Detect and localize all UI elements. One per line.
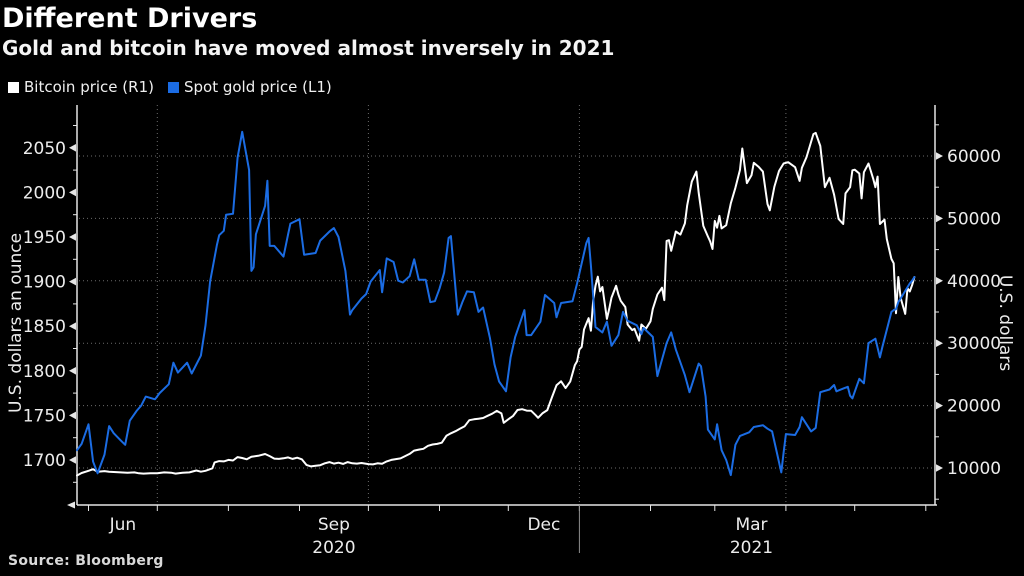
month-label: Mar xyxy=(735,515,767,535)
legend-label-gold: Spot gold price (L1) xyxy=(183,78,332,96)
left-axis-tick-arrow xyxy=(69,411,76,420)
right-axis-tick-arrow xyxy=(936,339,943,347)
right-axis-tick-arrow xyxy=(936,401,943,410)
left-axis-tick-label: 1850 xyxy=(23,317,66,337)
year-label: 2020 xyxy=(312,538,355,558)
left-axis-tick-label: 1700 xyxy=(23,451,66,471)
legend-item-bitcoin: Bitcoin price (R1) xyxy=(8,78,154,96)
series-line-bitcoin xyxy=(76,131,916,477)
left-axis-tick-label: 1950 xyxy=(23,228,66,248)
left-axis-title: U.S. dollars an ounce xyxy=(6,233,26,413)
left-axis-tick-arrow xyxy=(69,233,76,241)
left-axis-tick-label: 1900 xyxy=(23,273,66,293)
month-label: Jun xyxy=(109,515,137,535)
month-label: Dec xyxy=(527,515,560,535)
left-axis-tick-label: 1750 xyxy=(23,406,66,426)
left-axis-tick-label: 2050 xyxy=(23,139,66,159)
right-axis-tick-label: 50000 xyxy=(947,209,1001,229)
right-axis-tick-arrow xyxy=(936,152,943,160)
right-axis-tick-arrow xyxy=(936,214,943,223)
left-axis-tick-arrow xyxy=(69,277,76,286)
left-axis-tick-arrow xyxy=(69,188,76,197)
x-axis-arrow-icon xyxy=(67,501,75,509)
year-label: 2021 xyxy=(730,538,773,558)
left-axis-tick-label: 1800 xyxy=(23,362,66,382)
legend-label-bitcoin: Bitcoin price (R1) xyxy=(24,78,154,96)
source-note: Source: Bloomberg xyxy=(8,553,164,569)
right-axis-tick-arrow xyxy=(936,464,943,472)
legend: Bitcoin price (R1) Spot gold price (L1) xyxy=(8,78,332,96)
month-label: Sep xyxy=(318,515,350,535)
left-axis-tick-arrow xyxy=(69,456,76,464)
page-subtitle: Gold and bitcoin have moved almost inver… xyxy=(2,35,615,60)
left-axis-tick-label: 2000 xyxy=(23,183,66,203)
right-axis-tick-label: 60000 xyxy=(947,147,1001,167)
legend-item-gold: Spot gold price (L1) xyxy=(167,78,332,96)
gold-swatch-icon xyxy=(167,81,179,93)
right-axis-tick-arrow xyxy=(936,277,943,285)
right-axis-tick-label: 30000 xyxy=(947,334,1001,354)
right-axis-tick-label: 40000 xyxy=(947,272,1001,292)
bitcoin-swatch-icon xyxy=(8,81,19,93)
left-axis-tick-arrow xyxy=(69,144,76,152)
series-line-gold xyxy=(76,130,916,477)
left-axis-tick-arrow xyxy=(69,322,76,330)
chart-header: Different Drivers Gold and bitcoin have … xyxy=(2,4,614,59)
right-axis-tick-label: 20000 xyxy=(947,397,1001,417)
right-axis-tick-label: 10000 xyxy=(947,459,1001,479)
page-title: Different Drivers xyxy=(2,3,258,34)
right-axis-title: U.S. dollars xyxy=(995,275,1015,371)
left-axis-tick-arrow xyxy=(69,367,76,375)
